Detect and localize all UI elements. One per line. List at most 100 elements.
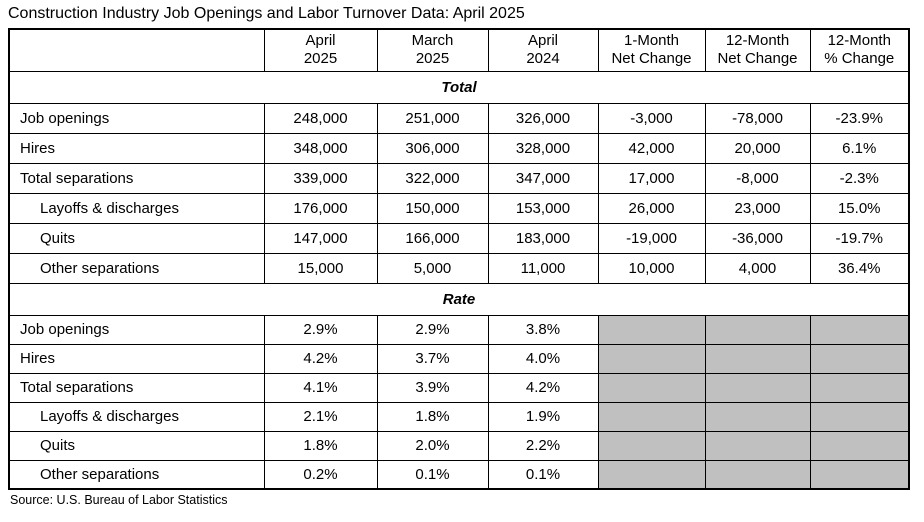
section-label-total: Total xyxy=(8,70,910,104)
row-label: Hires xyxy=(8,132,265,164)
value-cell: 11,000 xyxy=(487,252,599,284)
table-row: Hires 348,000 306,000 328,000 42,000 20,000 6.… xyxy=(8,132,910,164)
header-row: April 2025 March 2025 April 2024 1-Month… xyxy=(8,28,910,72)
column-header-12-month-pct-change: 12-Month % Change xyxy=(809,28,910,72)
row-label: Job openings xyxy=(8,102,265,134)
column-header-blank xyxy=(8,28,265,72)
column-header-april-2024: April 2024 xyxy=(487,28,599,72)
empty-shaded-cell xyxy=(809,343,910,374)
column-header-12-month-net-change: 12-Month Net Change xyxy=(704,28,811,72)
value-cell: 2.2% xyxy=(487,430,599,461)
value-cell: 3.9% xyxy=(376,372,489,403)
value-cell: 5,000 xyxy=(376,252,489,284)
column-header-march-2025: March 2025 xyxy=(376,28,489,72)
value-cell: -19,000 xyxy=(597,222,706,254)
empty-shaded-cell xyxy=(597,459,706,490)
empty-shaded-cell xyxy=(704,372,811,403)
table-row: Quits 1.8% 2.0% 2.2% xyxy=(8,430,910,461)
value-cell: 36.4% xyxy=(809,252,910,284)
row-label: Layoffs & discharges xyxy=(8,192,265,224)
value-cell: 26,000 xyxy=(597,192,706,224)
value-cell: 1.8% xyxy=(263,430,378,461)
value-cell: 0.2% xyxy=(263,459,378,490)
table-row: Layoffs & discharges 176,000 150,000 153,00… xyxy=(8,192,910,224)
value-cell: 4.2% xyxy=(263,343,378,374)
source-note: Source: U.S. Bureau of Labor Statistics xyxy=(10,493,228,507)
section-label-rate: Rate xyxy=(8,282,910,316)
empty-shaded-cell xyxy=(809,430,910,461)
value-cell: 4.1% xyxy=(263,372,378,403)
table-row: Layoffs & discharges 2.1% 1.8% 1.9% xyxy=(8,401,910,432)
value-cell: -19.7% xyxy=(809,222,910,254)
column-header-april-2025: April 2025 xyxy=(263,28,378,72)
section-row-rate: Rate xyxy=(8,282,910,316)
empty-shaded-cell xyxy=(809,459,910,490)
value-cell: -8,000 xyxy=(704,162,811,194)
table-row: Total separations 4.1% 3.9% 4.2% xyxy=(8,372,910,403)
value-cell: 42,000 xyxy=(597,132,706,164)
jolts-table: April 2025 March 2025 April 2024 1-Month… xyxy=(8,28,910,490)
value-cell: 3.7% xyxy=(376,343,489,374)
value-cell: 328,000 xyxy=(487,132,599,164)
empty-shaded-cell xyxy=(809,372,910,403)
value-cell: 150,000 xyxy=(376,192,489,224)
value-cell: 6.1% xyxy=(809,132,910,164)
empty-shaded-cell xyxy=(597,401,706,432)
table-row: Job openings 2.9% 2.9% 3.8% xyxy=(8,314,910,345)
value-cell: -78,000 xyxy=(704,102,811,134)
value-cell: 10,000 xyxy=(597,252,706,284)
value-cell: 2.9% xyxy=(263,314,378,345)
value-cell: 183,000 xyxy=(487,222,599,254)
value-cell: 339,000 xyxy=(263,162,378,194)
value-cell: 1.8% xyxy=(376,401,489,432)
row-label: Quits xyxy=(8,222,265,254)
row-label: Other separations xyxy=(8,459,265,490)
value-cell: 0.1% xyxy=(376,459,489,490)
value-cell: 248,000 xyxy=(263,102,378,134)
table-row: Quits 147,000 166,000 183,000 -19,000 -36,000… xyxy=(8,222,910,254)
value-cell: 306,000 xyxy=(376,132,489,164)
value-cell: 23,000 xyxy=(704,192,811,224)
empty-shaded-cell xyxy=(704,343,811,374)
value-cell: 3.8% xyxy=(487,314,599,345)
value-cell: 2.9% xyxy=(376,314,489,345)
row-label: Quits xyxy=(8,430,265,461)
row-label: Layoffs & discharges xyxy=(8,401,265,432)
value-cell: 153,000 xyxy=(487,192,599,224)
empty-shaded-cell xyxy=(704,430,811,461)
empty-shaded-cell xyxy=(597,314,706,345)
value-cell: 15,000 xyxy=(263,252,378,284)
value-cell: 2.1% xyxy=(263,401,378,432)
value-cell: 4.2% xyxy=(487,372,599,403)
column-header-1-month-net-change: 1-Month Net Change xyxy=(597,28,706,72)
value-cell: 322,000 xyxy=(376,162,489,194)
value-cell: 15.0% xyxy=(809,192,910,224)
value-cell: -23.9% xyxy=(809,102,910,134)
table-row: Other separations 15,000 5,000 11,000 10,000… xyxy=(8,252,910,284)
value-cell: 147,000 xyxy=(263,222,378,254)
value-cell: 251,000 xyxy=(376,102,489,134)
value-cell: -3,000 xyxy=(597,102,706,134)
row-label: Total separations xyxy=(8,372,265,403)
empty-shaded-cell xyxy=(704,314,811,345)
value-cell: 326,000 xyxy=(487,102,599,134)
value-cell: 1.9% xyxy=(487,401,599,432)
empty-shaded-cell xyxy=(809,401,910,432)
table-row: Job openings 248,000 251,000 326,000 -3,000-… xyxy=(8,102,910,134)
empty-shaded-cell xyxy=(597,372,706,403)
empty-shaded-cell xyxy=(704,401,811,432)
empty-shaded-cell xyxy=(809,314,910,345)
page-title: Construction Industry Job Openings and L… xyxy=(8,5,525,22)
value-cell: 176,000 xyxy=(263,192,378,224)
value-cell: 347,000 xyxy=(487,162,599,194)
table-row: Other separations 0.2% 0.1% 0.1% xyxy=(8,459,910,490)
empty-shaded-cell xyxy=(597,430,706,461)
value-cell: 4,000 xyxy=(704,252,811,284)
section-row-total: Total xyxy=(8,70,910,104)
value-cell: 166,000 xyxy=(376,222,489,254)
row-label: Hires xyxy=(8,343,265,374)
row-label: Total separations xyxy=(8,162,265,194)
table-row: Hires 4.2% 3.7% 4.0% xyxy=(8,343,910,374)
table-row: Total separations 339,000 322,000 347,000 17… xyxy=(8,162,910,194)
